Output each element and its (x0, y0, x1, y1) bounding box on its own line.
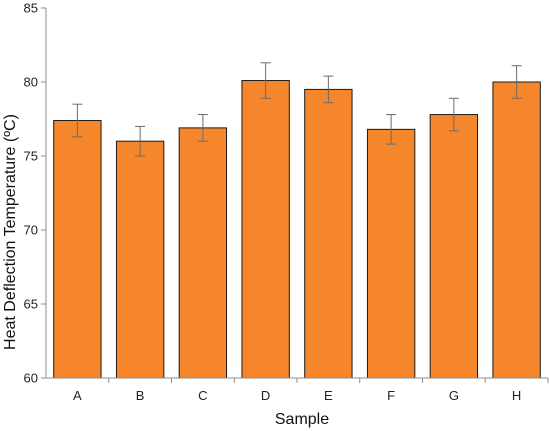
error-bars (72, 62, 522, 157)
y-tick-label: 60 (24, 371, 38, 386)
error-bar-F (386, 114, 397, 145)
x-tick-label-B: B (136, 388, 145, 403)
error-bar-C (197, 114, 208, 142)
x-tick-label-F: F (387, 388, 395, 403)
bar-F (366, 128, 416, 379)
error-bar-E (323, 75, 334, 104)
error-bar-D (260, 62, 271, 99)
y-tick-label: 85 (24, 1, 38, 16)
error-bar-H (511, 65, 522, 99)
y-tick-label: 65 (24, 297, 38, 312)
y-tick-label: 75 (24, 149, 38, 164)
bar-C (178, 127, 228, 379)
y-axis-title: Heat Deflection Temperature (ºC) (2, 114, 19, 350)
bar-B (115, 140, 165, 379)
bar-G (429, 114, 479, 379)
y-tick-label: 70 (24, 223, 38, 238)
error-bar-B (135, 125, 146, 157)
bar-E (304, 88, 353, 379)
x-tick-label-D: D (261, 388, 270, 403)
x-axis-title: Sample (275, 411, 329, 428)
error-bar-A (72, 103, 83, 138)
x-tick-label-H: H (512, 388, 521, 403)
y-tick-label: 80 (24, 75, 38, 90)
error-bar-G (448, 97, 459, 132)
bar-H (492, 81, 541, 379)
x-tick-label-G: G (449, 388, 459, 403)
x-tick-label-C: C (198, 388, 207, 403)
y-axis-ticks: 60 65 70 75 80 85 (24, 1, 46, 386)
x-tick-label-E: E (324, 388, 333, 403)
x-axis-ticks: A B C D E F G H (73, 378, 549, 403)
x-tick-label-A: A (73, 388, 82, 403)
bar-D (241, 80, 290, 379)
bar-A (53, 119, 102, 379)
bars (53, 80, 541, 379)
